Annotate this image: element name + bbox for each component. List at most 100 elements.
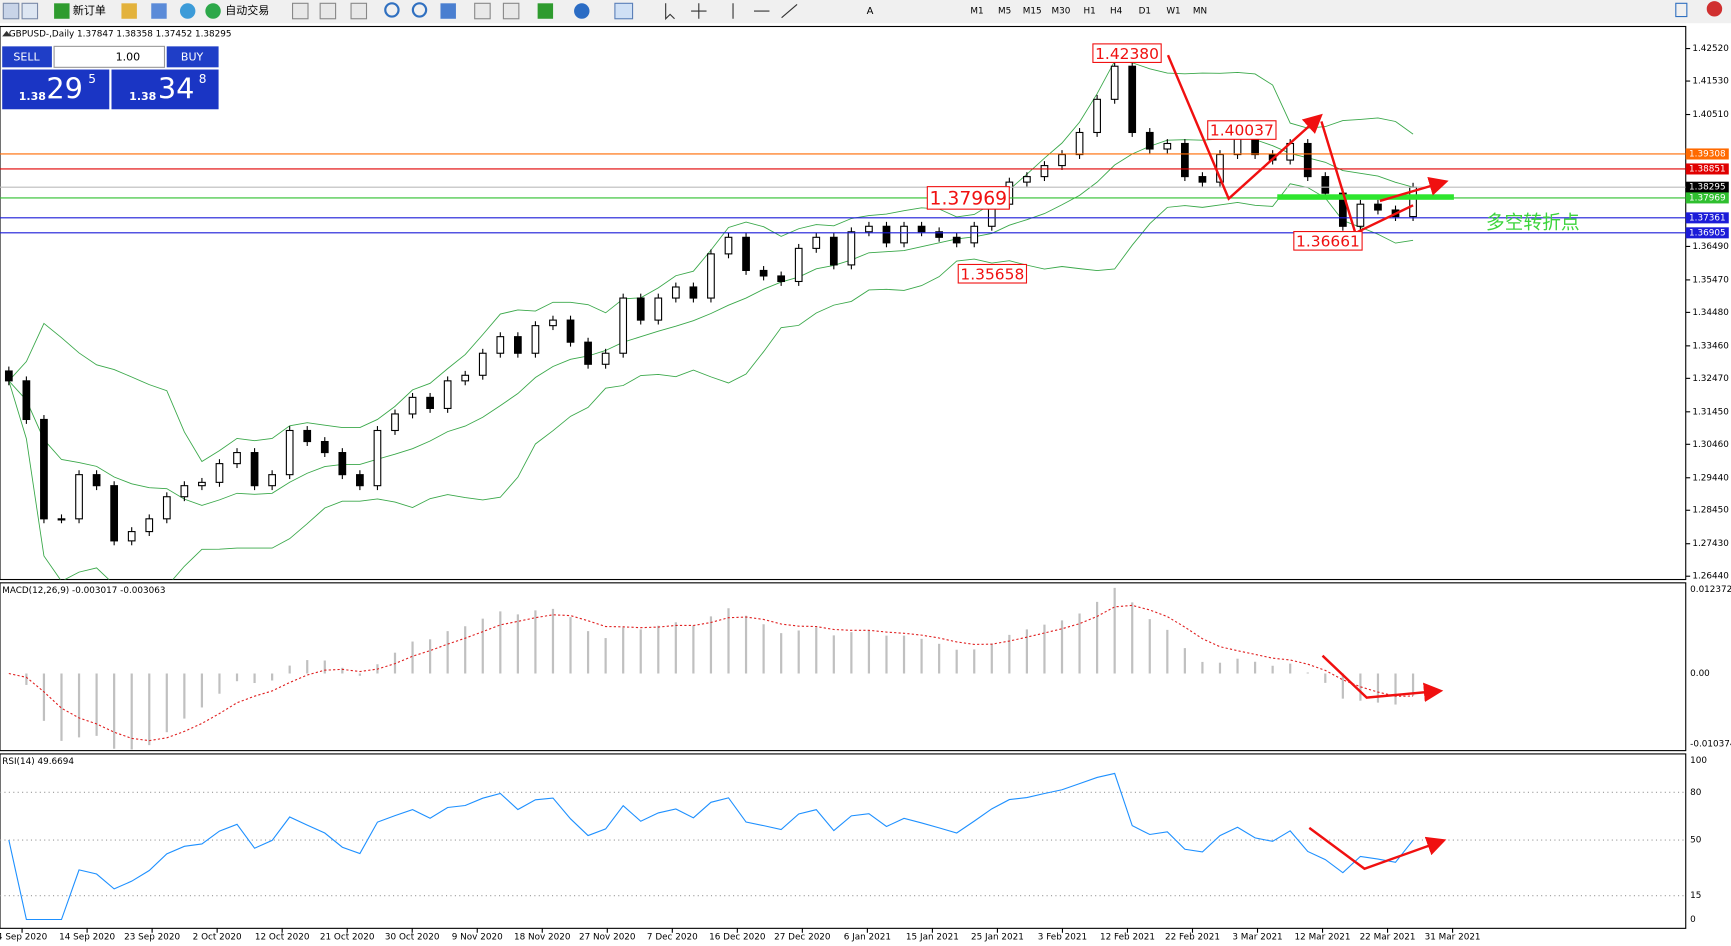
icon[interactable] bbox=[732, 3, 798, 19]
icon[interactable] bbox=[384, 2, 400, 18]
icon[interactable] bbox=[319, 2, 337, 20]
timeframe-button[interactable]: M15 bbox=[1023, 7, 1042, 17]
icon[interactable] bbox=[2, 2, 20, 20]
candle-body bbox=[601, 352, 610, 365]
candle-body bbox=[1040, 165, 1049, 178]
price-tag-label: 1.36905 bbox=[1689, 228, 1726, 238]
icon[interactable] bbox=[54, 3, 70, 19]
icon[interactable] bbox=[205, 3, 221, 19]
candle-body bbox=[250, 452, 259, 487]
rsi-tick-label: 15 bbox=[1690, 891, 1701, 901]
collapse-icon[interactable] bbox=[2, 30, 12, 37]
price-tag bbox=[1685, 212, 1729, 224]
price-tick-label: 1.27430 bbox=[1692, 539, 1729, 549]
search-icon[interactable] bbox=[1675, 2, 1688, 18]
candle-body bbox=[1233, 137, 1242, 156]
lot-input[interactable] bbox=[53, 45, 166, 68]
candle-body bbox=[461, 374, 470, 382]
icon[interactable] bbox=[537, 3, 554, 19]
date-label: 18 Nov 2020 bbox=[514, 933, 571, 943]
date-label: 12 Mar 2021 bbox=[1295, 933, 1351, 943]
timeframe-button[interactable]: H1 bbox=[1083, 7, 1095, 17]
price-tag-label: 1.37969 bbox=[1689, 193, 1726, 203]
date-label: 27 Nov 2020 bbox=[579, 933, 636, 943]
date-label: 15 Jan 2021 bbox=[906, 933, 959, 943]
auto-trading-button[interactable]: 自动交易 bbox=[225, 3, 269, 17]
candle-body bbox=[619, 297, 628, 354]
lot-value[interactable]: 1.00 bbox=[116, 50, 141, 63]
rsi-tick-label: 100 bbox=[1690, 756, 1707, 766]
icon[interactable] bbox=[350, 2, 368, 20]
candle-body bbox=[22, 380, 31, 421]
icon[interactable] bbox=[614, 2, 634, 20]
date-label: 14 Sep 2020 bbox=[59, 933, 115, 943]
ask-box[interactable] bbox=[111, 69, 219, 110]
price-annotation-box bbox=[1293, 231, 1363, 251]
timeframe-button[interactable]: M30 bbox=[1051, 7, 1070, 17]
icon[interactable] bbox=[179, 3, 196, 19]
notification[interactable] bbox=[1706, 1, 1723, 17]
price-annotation: 1.40037 bbox=[1210, 122, 1274, 140]
icon[interactable] bbox=[440, 3, 456, 19]
date-label: 9 Nov 2020 bbox=[452, 933, 503, 943]
timeframe-button[interactable]: MN bbox=[1193, 7, 1207, 17]
timeframe-button[interactable]: M5 bbox=[998, 7, 1011, 17]
timeframe-button[interactable]: W1 bbox=[1166, 7, 1180, 17]
date-label: 12 Oct 2020 bbox=[255, 933, 310, 943]
price-annotation-box bbox=[1207, 120, 1277, 140]
candle-body bbox=[1163, 142, 1172, 150]
price-tick-label: 1.28450 bbox=[1692, 506, 1729, 516]
bid-big: 29 bbox=[46, 72, 83, 106]
candle-body bbox=[794, 247, 803, 283]
candle-body bbox=[180, 485, 189, 498]
icon[interactable] bbox=[411, 2, 428, 18]
icon[interactable] bbox=[665, 3, 675, 21]
candle-body bbox=[847, 231, 856, 266]
candle-body bbox=[1075, 131, 1084, 156]
bid-box[interactable] bbox=[2, 69, 110, 110]
date-label: 3 Feb 2021 bbox=[1038, 933, 1087, 943]
price-tag-label: 1.38851 bbox=[1689, 164, 1726, 174]
candle-body bbox=[320, 440, 329, 454]
trade-panel: SELL 1.00 BUY 1.38 29 5 1.38 34 8 bbox=[2, 45, 219, 110]
icon[interactable] bbox=[291, 2, 309, 20]
icon[interactable] bbox=[502, 2, 520, 20]
candle-body bbox=[496, 336, 505, 354]
icon[interactable]: A bbox=[867, 6, 874, 17]
icon[interactable] bbox=[121, 3, 137, 19]
icon[interactable] bbox=[691, 3, 707, 19]
macd-chart bbox=[8, 587, 1415, 750]
date-label: 7 Dec 2020 bbox=[647, 933, 698, 943]
candle-body bbox=[1145, 131, 1154, 150]
bollinger-band bbox=[8, 136, 1414, 506]
sell-button[interactable] bbox=[2, 46, 52, 68]
icon[interactable] bbox=[574, 3, 590, 19]
candle-body bbox=[935, 231, 943, 238]
price-tag bbox=[1685, 163, 1729, 175]
arrow bbox=[1321, 654, 1444, 703]
icon[interactable] bbox=[151, 3, 167, 19]
date-label: 22 Mar 2021 bbox=[1360, 933, 1416, 943]
price-tag bbox=[1685, 148, 1729, 160]
candle-body bbox=[829, 236, 838, 266]
timeframe-button[interactable]: D1 bbox=[1139, 7, 1151, 17]
new-order-button[interactable]: 新订单 bbox=[73, 3, 106, 17]
icon[interactable] bbox=[474, 2, 491, 20]
macd-label: MACD(12,26,9) -0.003017 -0.003063 bbox=[2, 586, 165, 596]
price-tag-label: 1.38295 bbox=[1689, 183, 1726, 193]
timeframe-button[interactable]: M1 bbox=[970, 7, 983, 17]
sell-label[interactable]: SELL bbox=[13, 50, 40, 63]
price-tick-label: 1.31450 bbox=[1692, 407, 1729, 417]
candle-body bbox=[689, 286, 698, 299]
buy-label[interactable]: BUY bbox=[181, 50, 204, 63]
timeframe-button[interactable]: H4 bbox=[1110, 7, 1123, 17]
candle-body bbox=[1128, 65, 1137, 134]
annotation-arrows bbox=[1166, 54, 1449, 871]
price-tick-label: 1.40510 bbox=[1692, 110, 1729, 120]
candle-body bbox=[215, 463, 224, 483]
candle-body bbox=[865, 225, 873, 233]
buy-button[interactable] bbox=[166, 46, 219, 68]
candle-body bbox=[75, 474, 83, 520]
icon[interactable] bbox=[21, 2, 39, 20]
